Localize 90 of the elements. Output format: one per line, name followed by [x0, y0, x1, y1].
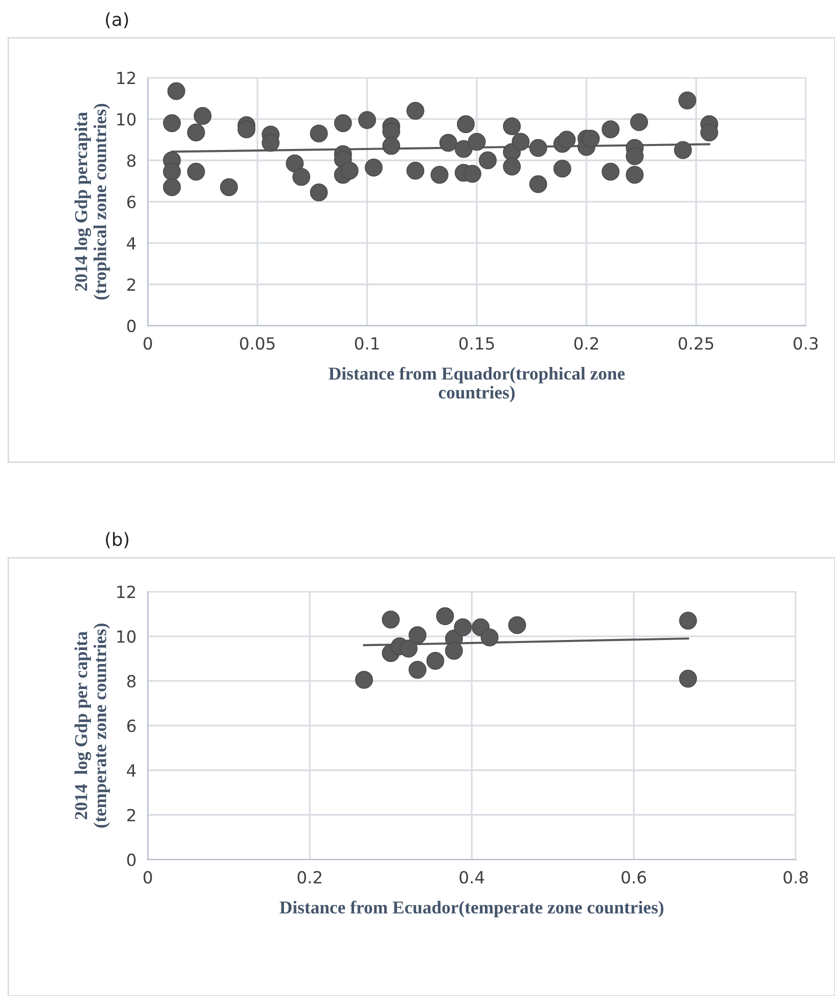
point: [162, 178, 181, 196]
x-axis-title: Distance from Equador(trophical zone countries): [328, 366, 625, 402]
y-tick-label: 10: [117, 112, 136, 126]
point: [334, 114, 352, 132]
point: [262, 134, 280, 152]
point: [358, 111, 376, 129]
y-tick-label: 6: [127, 196, 136, 208]
point: [626, 147, 644, 166]
point: [700, 124, 718, 142]
point: [310, 124, 328, 142]
point: [502, 158, 521, 176]
x-tick-label: 0.05: [240, 337, 275, 350]
point: [480, 628, 499, 646]
point: [502, 117, 521, 136]
point: [602, 120, 620, 138]
point: [382, 136, 400, 155]
point: [512, 132, 530, 151]
point: [678, 91, 696, 110]
point: [463, 164, 482, 183]
x-tick-label: 0.1: [354, 337, 379, 350]
point: [340, 162, 358, 180]
point: [478, 151, 497, 170]
point: [445, 642, 463, 660]
x-tick-label: 0.8: [784, 870, 808, 884]
point: [406, 162, 424, 180]
x-tick-label: 0.2: [574, 337, 598, 350]
y-tick-label: 12: [117, 72, 136, 84]
point: [167, 82, 186, 100]
point: [286, 154, 304, 172]
point: [238, 120, 256, 138]
point: [529, 139, 548, 157]
y-tick-label: 2: [127, 278, 136, 291]
point: [468, 132, 486, 151]
point: [529, 175, 548, 194]
x-tick-label: 0.3: [794, 337, 818, 350]
x-tick-label: 0: [144, 870, 152, 884]
point: [187, 124, 205, 142]
x-tick-label: 0.4: [460, 870, 484, 884]
point: [382, 122, 400, 140]
point: [508, 616, 526, 634]
y-axis-title: 2014 log Gdp per capita (temperate zone countries): [74, 624, 110, 828]
chart-title: (b): [106, 532, 128, 548]
point: [454, 140, 473, 158]
point: [679, 612, 697, 630]
point: [679, 670, 697, 688]
point: [408, 626, 426, 644]
point: [430, 166, 448, 184]
y-tick-label: 4: [126, 764, 136, 777]
point: [553, 160, 572, 178]
y-tick-label: 0: [127, 320, 136, 332]
point: [439, 134, 458, 152]
point: [674, 141, 692, 159]
y-tick-label: 2: [127, 808, 136, 822]
y-tick-label: 6: [127, 720, 136, 732]
x-tick-label: 0.25: [678, 337, 714, 350]
point: [220, 178, 238, 196]
point: [194, 106, 212, 125]
y-axis-title: 2014 log Gdp percapita (trophical zone countries): [74, 104, 110, 300]
point: [310, 183, 328, 202]
point: [382, 610, 400, 628]
point: [406, 102, 424, 120]
y-tick-label: 12: [117, 586, 136, 598]
point: [408, 660, 426, 679]
point: [456, 115, 475, 134]
y-tick-label: 8: [127, 674, 136, 688]
point: [162, 162, 181, 181]
y-tick-label: 0: [127, 854, 136, 866]
chart-title: (a): [106, 12, 128, 28]
point: [582, 130, 600, 148]
point: [162, 114, 181, 132]
point: [558, 130, 576, 149]
point: [630, 113, 648, 132]
point: [187, 162, 205, 181]
x-tick-label: 0.6: [622, 870, 646, 884]
point: [400, 640, 418, 658]
x-tick-label: 0.15: [459, 337, 494, 350]
point: [602, 162, 620, 181]
x-axis-title: Distance from Ecuador(temperate zone countries): [280, 900, 664, 918]
point: [426, 652, 444, 670]
x-tick-label: 0: [144, 337, 152, 350]
point: [364, 158, 383, 177]
point: [454, 618, 472, 636]
y-tick-label: 10: [117, 630, 136, 643]
point: [292, 168, 310, 186]
point: [436, 607, 454, 626]
point: [626, 166, 644, 184]
point: [355, 670, 373, 689]
y-tick-label: 4: [126, 237, 136, 250]
x-tick-label: 0.2: [298, 870, 322, 884]
y-tick-label: 8: [127, 154, 136, 167]
